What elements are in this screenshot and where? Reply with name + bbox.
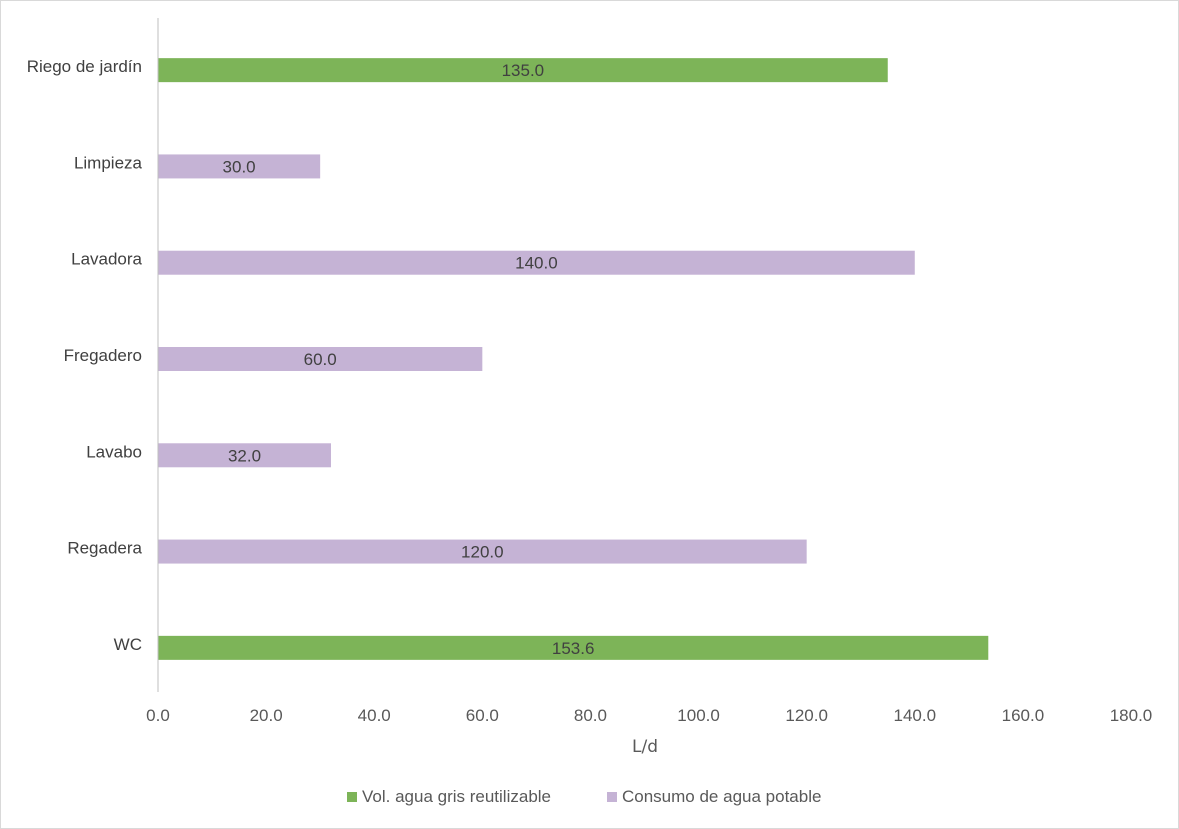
bar-agua-potable: [158, 347, 483, 371]
category-label: WC: [114, 635, 142, 654]
legend-label: Vol. agua gris reutilizable: [362, 787, 551, 806]
bar-data-label: 140.0: [515, 254, 558, 273]
bar-agua-potable: [158, 154, 321, 179]
bar-data-label: 60.0: [304, 350, 337, 369]
legend-swatch: [347, 792, 357, 802]
x-tick-label: 120.0: [785, 706, 828, 725]
category-label: Limpieza: [74, 153, 143, 172]
x-tick-label: 100.0: [677, 706, 720, 725]
x-tick-labels-group: 0.0 20.0 40.0 60.0 80.0 100.0 120.0 140.0 160.0 1…: [146, 706, 1152, 725]
category-label: Riego de jardín: [27, 57, 142, 76]
x-tick-label: 60.0: [466, 706, 499, 725]
bar-data-label: 30.0: [223, 157, 256, 176]
category-label: Lavadora: [71, 250, 142, 269]
x-tick-label: 80.0: [574, 706, 607, 725]
x-tick-label: 0.0: [146, 706, 170, 725]
legend-label: Consumo de agua potable: [622, 787, 821, 806]
legend: Vol. agua gris reutilizable Consumo de ag…: [347, 787, 821, 806]
bar-data-label: 32.0: [228, 446, 261, 465]
x-axis-title: L/d: [632, 737, 658, 757]
bar-agua-gris: [158, 635, 989, 660]
bar-data-label: 153.6: [552, 639, 595, 658]
category-label: Regadera: [67, 539, 142, 558]
bar-agua-potable: [158, 539, 807, 564]
bar-agua-potable: [158, 250, 915, 275]
bar-agua-gris: [158, 58, 888, 83]
category-label: Lavabo: [86, 442, 142, 461]
bar-agua-potable: [158, 443, 331, 468]
x-tick-label: 180.0: [1110, 706, 1153, 725]
x-tick-label: 140.0: [894, 706, 937, 725]
x-tick-label: 40.0: [358, 706, 391, 725]
category-label: Fregadero: [64, 346, 142, 365]
x-tick-label: 20.0: [250, 706, 283, 725]
category-labels-group: Riego de jardín Limpieza Lavadora Fregadero…: [27, 57, 143, 654]
legend-swatch: [607, 792, 617, 802]
x-tick-label: 160.0: [1002, 706, 1045, 725]
bars-group: 135.0 30.0 140.0 60.0 32.0 120.0 153.6: [158, 58, 989, 660]
bar-data-label: 120.0: [461, 543, 504, 562]
bar-data-label: 135.0: [502, 61, 545, 80]
